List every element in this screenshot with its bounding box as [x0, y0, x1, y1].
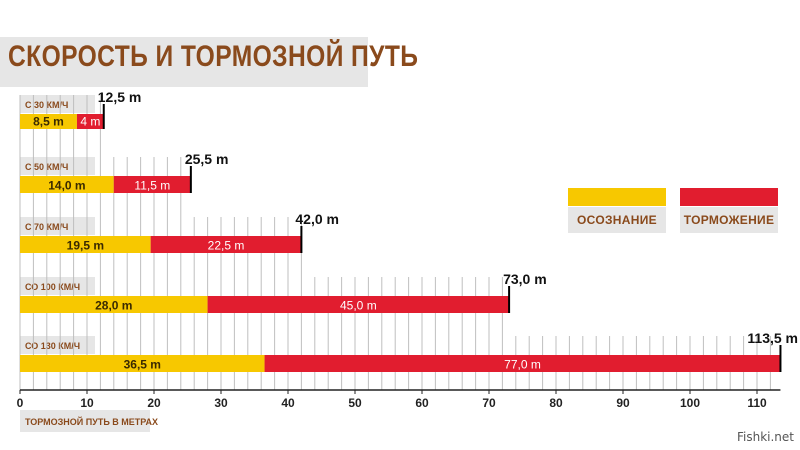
x-tick-label: 10 — [80, 396, 94, 410]
x-tick-label: 90 — [616, 396, 630, 410]
total-label: 113,5 m — [747, 330, 798, 346]
bar-braking — [113, 176, 191, 193]
category-label-bg — [20, 217, 95, 235]
legend-swatch-reaction — [568, 188, 666, 206]
title-background — [0, 37, 368, 87]
bar-braking — [76, 114, 104, 129]
bar-label-reaction: 8,5 m — [33, 115, 64, 129]
bar-label-braking: 4 m — [80, 115, 100, 129]
bar-label-braking: 11,5 m — [134, 179, 170, 193]
bar-label-reaction: 14,0 m — [48, 179, 85, 193]
x-tick-label: 100 — [680, 396, 700, 410]
x-tick-label: 40 — [281, 396, 295, 410]
bar-reaction — [20, 296, 208, 313]
bar-label-braking: 22,5 m — [208, 239, 245, 253]
bar-label-reaction: 36,5 m — [124, 358, 161, 372]
page-title: СКОРОСТЬ И ТОРМОЗНОЙ ПУТЬ — [8, 40, 419, 73]
x-tick-label: 20 — [147, 396, 161, 410]
category-label-bg — [20, 157, 95, 175]
footer-watermark: Fishki.net — [736, 430, 794, 444]
category-label: СО 130 КМ/Ч — [25, 341, 80, 351]
x-tick-label: 80 — [549, 396, 563, 410]
total-label: 73,0 m — [503, 271, 547, 287]
legend-label-braking: ТОРМОЖЕНИЕ — [680, 207, 778, 233]
x-tick-label: 50 — [348, 396, 362, 410]
bar-label-braking: 77,0 m — [504, 358, 541, 372]
x-tick-label: 30 — [214, 396, 228, 410]
total-label: 25,5 m — [185, 151, 229, 167]
x-tick-label: 60 — [415, 396, 429, 410]
x-axis-label: ТОРМОЗНОЙ ПУТЬ В МЕТРАХ — [25, 416, 158, 427]
bar-label-reaction: 28,0 m — [95, 299, 132, 313]
bar-label-reaction: 19,5 m — [67, 239, 104, 253]
x-tick-label: 110 — [747, 396, 767, 410]
category-label: СО 100 КМ/Ч — [25, 282, 80, 292]
category-label-bg — [20, 277, 95, 295]
x-axis-label-bg — [20, 410, 150, 432]
category-label-bg — [20, 95, 95, 113]
bar-label-braking: 45,0 m — [340, 299, 377, 313]
x-tick-label: 0 — [17, 396, 24, 410]
x-tick-label: 70 — [482, 396, 496, 410]
category-label-bg — [20, 336, 95, 354]
bar-reaction — [20, 355, 265, 372]
total-label: 12,5 m — [98, 89, 142, 105]
bar-braking — [150, 236, 302, 253]
bar-reaction — [20, 114, 77, 129]
legend-label-reaction: ОСОЗНАНИЕ — [568, 207, 666, 233]
bar-braking — [264, 355, 781, 372]
total-label: 42,0 m — [295, 211, 339, 227]
bar-reaction — [20, 176, 114, 193]
bar-braking — [207, 296, 510, 313]
bar-reaction — [20, 236, 151, 253]
legend-swatch-braking — [680, 188, 778, 206]
